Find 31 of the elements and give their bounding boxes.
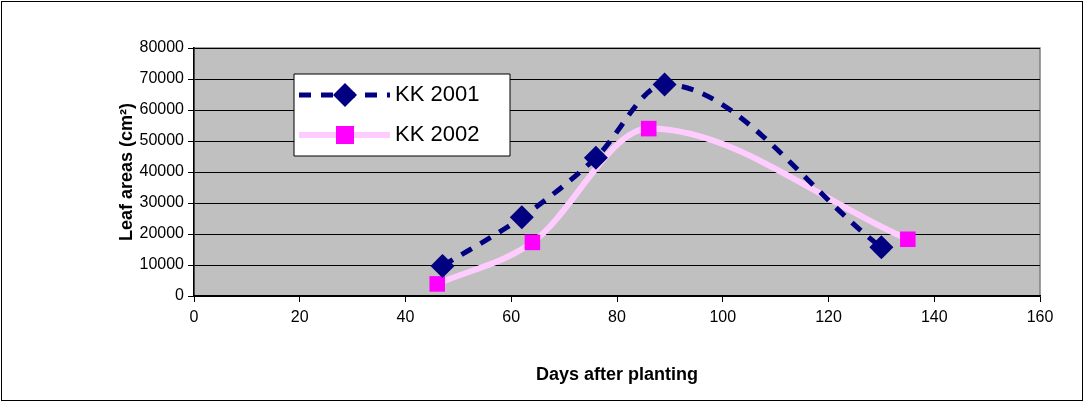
y-axis-title: Leaf areas (cm²) bbox=[115, 102, 136, 242]
x-tick-label: 100 bbox=[709, 308, 737, 326]
y-tick-label: 0 bbox=[175, 286, 185, 304]
x-tick-label: 40 bbox=[396, 308, 415, 326]
x-tick-label: 140 bbox=[920, 308, 948, 326]
point bbox=[640, 120, 657, 137]
x-tick-label: 80 bbox=[608, 308, 626, 326]
point bbox=[524, 234, 541, 251]
legend-label: KK 2001 bbox=[395, 81, 480, 107]
y-tick-label: 30000 bbox=[139, 193, 185, 211]
y-tick-label: 60000 bbox=[139, 100, 185, 118]
y-tick-label: 20000 bbox=[139, 224, 185, 242]
point bbox=[869, 235, 894, 260]
point bbox=[583, 145, 608, 170]
x-tick-label: 20 bbox=[290, 308, 309, 326]
point bbox=[509, 205, 534, 230]
x-tick-label: 120 bbox=[815, 308, 842, 326]
y-tick-label: 10000 bbox=[139, 255, 185, 273]
point bbox=[652, 72, 677, 97]
y-tick-label: 50000 bbox=[139, 131, 185, 149]
x-tick-label: 160 bbox=[1026, 308, 1054, 326]
point bbox=[429, 276, 445, 292]
y-tick-label: 80000 bbox=[139, 38, 185, 56]
y-tick-label: 70000 bbox=[139, 69, 185, 87]
x-tick-label: 0 bbox=[189, 308, 199, 326]
x-axis-title: Days after planting bbox=[535, 364, 699, 385]
x-tick-label: 60 bbox=[502, 308, 521, 326]
point bbox=[430, 253, 455, 278]
point bbox=[900, 231, 916, 248]
y-tick-label: 40000 bbox=[139, 162, 185, 180]
legend-label: KK 2002 bbox=[395, 121, 480, 147]
